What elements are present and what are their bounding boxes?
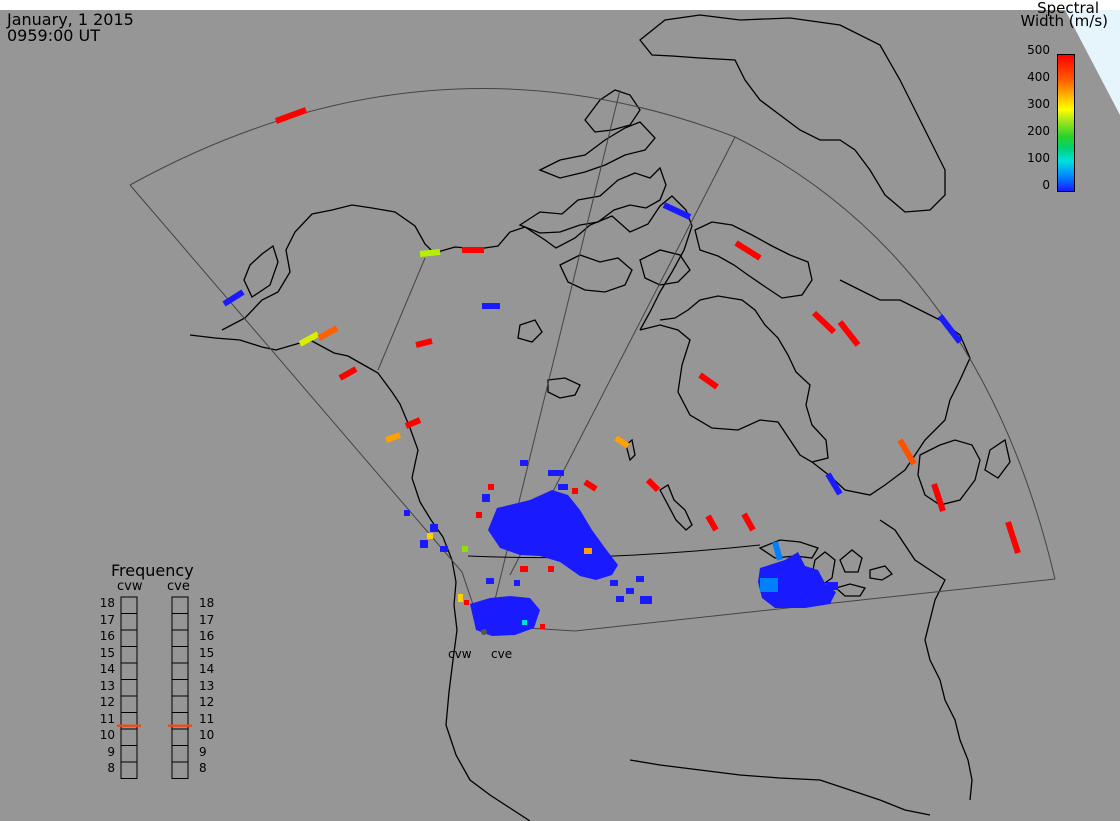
frequency-scale-label: 13 xyxy=(99,678,115,693)
frequency-scale-label: 12 xyxy=(199,695,215,709)
colorbar-units: Width (m/s) xyxy=(1020,12,1108,30)
radar-label-cvw: cvw xyxy=(448,647,472,661)
radar-label-cve: cve xyxy=(491,647,513,661)
frequency-title: Frequency xyxy=(111,561,194,580)
frequency-cell xyxy=(171,613,189,631)
frequency-cell xyxy=(120,745,138,763)
frequency-cell xyxy=(171,728,189,746)
frequency-scale-label: 18 xyxy=(99,596,115,610)
frequency-scale-label: 8 xyxy=(199,761,207,775)
frequency-cell xyxy=(120,679,138,697)
colorbar-title: Spectral xyxy=(1037,0,1099,17)
frequency-cell xyxy=(171,679,189,697)
top-border xyxy=(0,0,1120,10)
frequency-cell xyxy=(120,613,138,631)
frequency-cell xyxy=(120,695,138,713)
frequency-scale-label: 14 xyxy=(199,662,215,676)
frequency-cell xyxy=(171,596,189,614)
frequency-scale-label: 15 xyxy=(199,645,215,660)
frequency-scale-label: 16 xyxy=(99,629,115,643)
frequency-cell xyxy=(120,629,138,647)
frequency-scale-label: 15 xyxy=(99,645,115,660)
frequency-scale-label: 8 xyxy=(107,761,115,775)
frequency-scale-label: 16 xyxy=(199,629,215,643)
colorbar-gradient xyxy=(1057,54,1075,192)
colorbar-tick: 0 xyxy=(1042,178,1050,192)
frequency-cell xyxy=(120,596,138,614)
colorbar-tick: 500 xyxy=(1027,43,1050,57)
colorbar-tick: 100 xyxy=(1027,151,1050,165)
frequency-cell xyxy=(171,745,189,763)
colorbar-tick: 400 xyxy=(1027,70,1050,84)
frequency-scale-label: 12 xyxy=(99,695,115,709)
frequency-cell xyxy=(120,646,138,664)
radar-site-marker xyxy=(481,629,487,635)
frequency-cell xyxy=(120,662,138,680)
frequency-scale-label: 10 xyxy=(99,728,115,742)
echo-cells xyxy=(222,107,1021,561)
echo-clusters xyxy=(404,460,838,636)
frequency-cell xyxy=(171,761,189,779)
frequency-scale-label: 14 xyxy=(99,662,115,676)
frequency-scale-label: 10 xyxy=(199,728,215,742)
frequency-scale-label: 13 xyxy=(199,678,215,693)
time-label: 0959:00 UT xyxy=(7,26,101,45)
date-label: January, 1 2015 xyxy=(7,10,134,29)
frequency-scale-label: 17 xyxy=(199,612,215,627)
frequency-scale-label: 9 xyxy=(199,744,207,759)
frequency-cell xyxy=(171,629,189,647)
frequency-cell xyxy=(171,662,189,680)
frequency-radar-cve: cve xyxy=(167,579,190,594)
frequency-cell xyxy=(120,761,138,779)
frequency-scale-label: 11 xyxy=(199,711,215,726)
frequency-scale-label: 9 xyxy=(107,744,115,759)
frequency-cell xyxy=(171,646,189,664)
frequency-cell xyxy=(171,695,189,713)
frequency-radar-cvw: cvw xyxy=(117,579,143,594)
frequency-scale-label: 11 xyxy=(99,711,115,726)
colorbar-tick: 200 xyxy=(1027,124,1050,138)
frequency-scale-label: 18 xyxy=(199,596,215,610)
coastlines xyxy=(189,14,1011,821)
frequency-cell xyxy=(120,728,138,746)
frequency-scale-label: 17 xyxy=(99,612,115,627)
colorbar-tick: 300 xyxy=(1027,97,1050,111)
